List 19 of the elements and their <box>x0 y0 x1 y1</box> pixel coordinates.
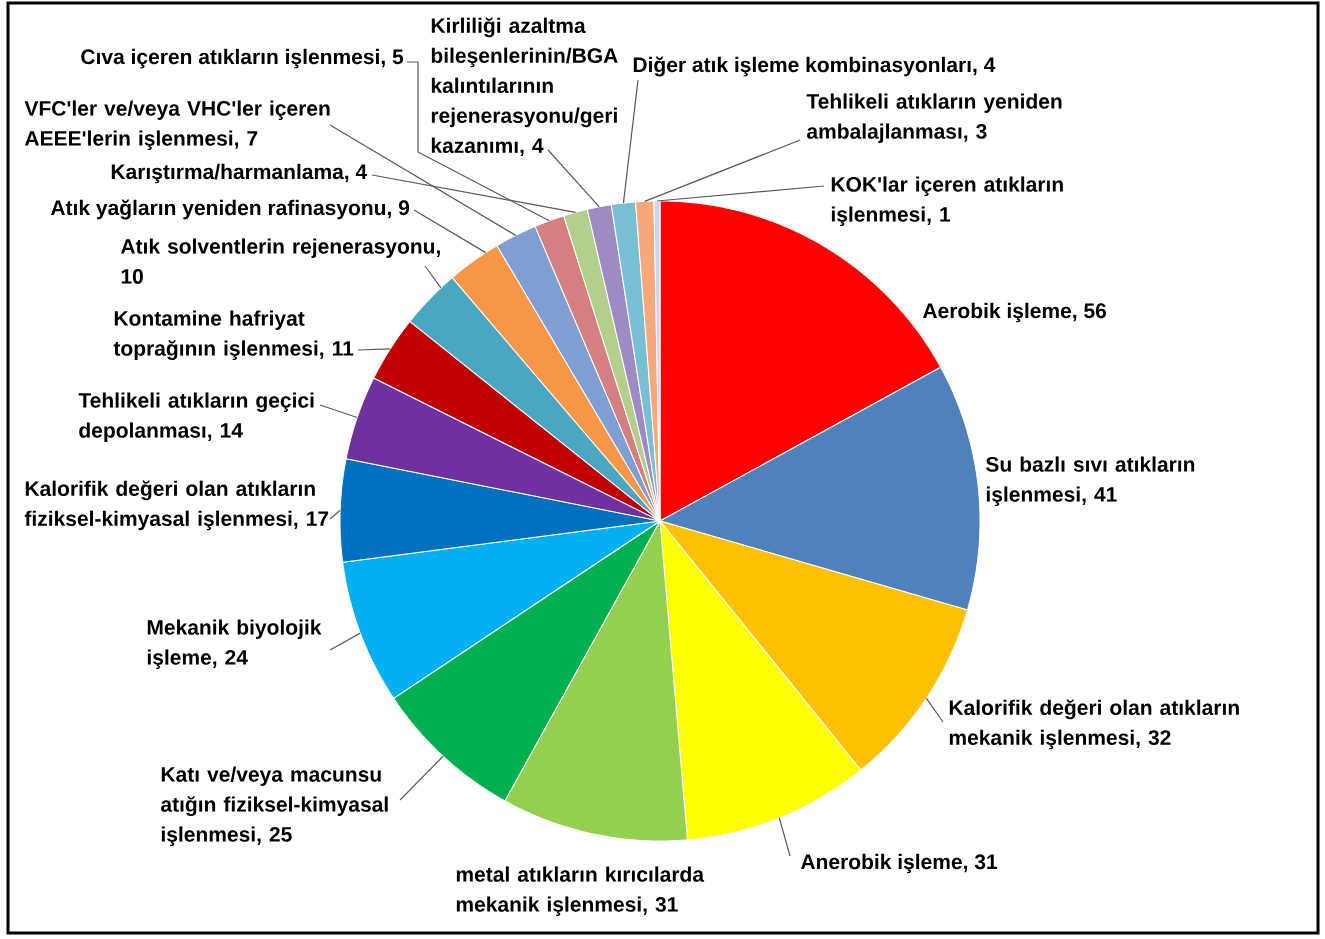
slice-label: Kalorifik değeri olan atıkların fiziksel-kimyasal işlenmesi, 17 <box>24 480 329 531</box>
slice-label: Tehlikeli atıkların yeniden ambalajlanması, 3 <box>806 93 1062 143</box>
slice-label: Kirliliği azaltma bileşenlerinin/BGA kalıntılarının rejenerasyonu/geri kazanımı, 4 <box>431 17 618 157</box>
slice-label: Kontamine hafriyat toprağının işlenmesi, 11 <box>113 310 354 361</box>
slice-label: Su bazlı sıvı atıkların işlenmesi, 41 <box>986 456 1195 506</box>
slice-label: Karıştırma/harmanlama, 4 <box>111 163 368 184</box>
slice-label: Atık yağların yeniden rafinasyonu, 9 <box>50 199 410 220</box>
slice-label: VFC'ler ve/veya VHC'ler içeren AEEE'lerin işlenmesi, 7 <box>24 100 330 150</box>
slice-label: KOK'lar içeren atıkların işlenmesi, 1 <box>831 176 1063 226</box>
slice-label: Cıva içeren atıkların işlenmesi, 5 <box>81 48 404 69</box>
slice-label: Aerobik işleme, 56 <box>922 302 1107 323</box>
slice-label: Kalorifik değeri olan atıkların mekanik işlenmesi, 32 <box>949 699 1239 750</box>
slice-label: Katı ve/veya macunsu atığın fiziksel-kimyasal işlenmesi, 25 <box>161 766 388 846</box>
slice-label: Tehlikeli atıkların geçici depolanması, 14 <box>78 392 314 442</box>
slice-label: metal atıkların kırıcılarda mekanik işlenmesi, 31 <box>456 866 705 916</box>
slice-label: Anerobik işleme, 31 <box>800 853 998 874</box>
slice-label: Mekanik biyolojik işleme, 24 <box>147 619 322 669</box>
slice-label: Diğer atık işleme kombinasyonları, 4 <box>633 56 996 77</box>
slice-label: Atık solventlerin rejenerasyonu, 10 <box>120 238 440 284</box>
